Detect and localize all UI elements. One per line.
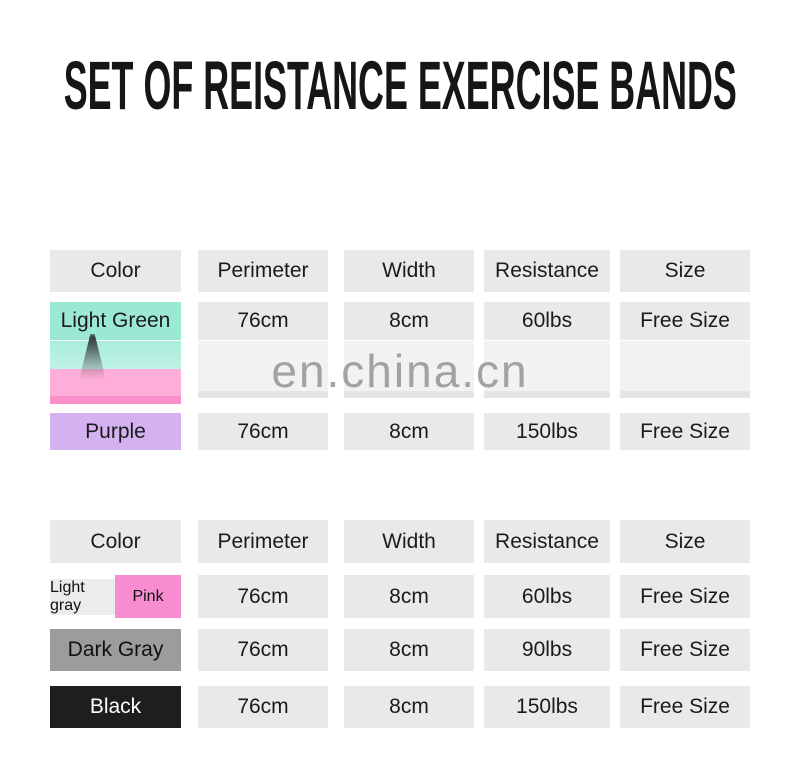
table2-header-resistance: Resistance bbox=[484, 520, 610, 563]
table1-light-green-resistance: 60lbs bbox=[484, 302, 610, 340]
table1-header-width: Width bbox=[344, 250, 474, 292]
swatch-pink-band bbox=[50, 369, 181, 396]
table2-black-resistance: 150lbs bbox=[484, 686, 610, 728]
swatch-obscured-pink bbox=[50, 341, 181, 404]
table1-purple-perimeter: 76cm bbox=[198, 413, 328, 450]
table1-light-green-size: Free Size bbox=[620, 302, 750, 340]
table1-purple-resistance: 150lbs bbox=[484, 413, 610, 450]
table1-row-obscured bbox=[0, 341, 800, 404]
table1-obscured-perimeter bbox=[198, 341, 328, 398]
table1-obscured-resistance bbox=[484, 341, 610, 398]
swatch-light-gray-label: Light gray bbox=[50, 579, 115, 615]
table2-row-dark-gray: Dark Gray 76cm 8cm 90lbs Free Size bbox=[0, 629, 800, 671]
table2-row-gray-pink: Light gray Pink 76cm 8cm 60lbs Free Size bbox=[0, 575, 800, 618]
table2-header-width: Width bbox=[344, 520, 474, 563]
swatch-dark-gray: Dark Gray bbox=[50, 629, 181, 671]
swatch-pink-label: Pink bbox=[115, 575, 181, 618]
table2-header-size: Size bbox=[620, 520, 750, 563]
table2-darkgray-size: Free Size bbox=[620, 629, 750, 671]
table2-darkgray-width: 8cm bbox=[344, 629, 474, 671]
table2-darkgray-perimeter: 76cm bbox=[198, 629, 328, 671]
swatch-black: Black bbox=[50, 686, 181, 728]
table2-header-perimeter: Perimeter bbox=[198, 520, 328, 563]
table2-row-black: Black 76cm 8cm 150lbs Free Size bbox=[0, 686, 800, 728]
table2-header-color: Color bbox=[50, 520, 181, 563]
table1-header-color: Color bbox=[50, 250, 181, 292]
table2-graypink-width: 8cm bbox=[344, 575, 474, 618]
table2-darkgray-resistance: 90lbs bbox=[484, 629, 610, 671]
table2-header-row: Color Perimeter Width Resistance Size bbox=[0, 520, 800, 563]
swatch-gray-pink: Light gray Pink bbox=[50, 575, 181, 618]
table2-graypink-size: Free Size bbox=[620, 575, 750, 618]
table1-row-purple: Purple 76cm 8cm 150lbs Free Size bbox=[0, 413, 800, 450]
table1-light-green-width: 8cm bbox=[344, 302, 474, 340]
table1-header-perimeter: Perimeter bbox=[198, 250, 328, 292]
site-watermark: en.china.cn bbox=[271, 345, 529, 397]
table1-row-light-green: Light Green 76cm 8cm 60lbs Free Size bbox=[0, 302, 800, 340]
table1-light-green-perimeter: 76cm bbox=[198, 302, 328, 340]
table1-header-resistance: Resistance bbox=[484, 250, 610, 292]
table1-obscured-size bbox=[620, 341, 750, 398]
table2-graypink-perimeter: 76cm bbox=[198, 575, 328, 618]
table1-obscured-width bbox=[344, 341, 474, 398]
swatch-pink-dark-strip bbox=[50, 396, 181, 404]
table2-black-width: 8cm bbox=[344, 686, 474, 728]
page-title: SET OF REISTANCE EXERCISE BANDS bbox=[0, 47, 800, 124]
swatch-light-green: Light Green bbox=[50, 302, 181, 340]
table2-graypink-resistance: 60lbs bbox=[484, 575, 610, 618]
table1-header-row: Color Perimeter Width Resistance Size bbox=[0, 250, 800, 292]
page-title-text: SET OF REISTANCE EXERCISE BANDS bbox=[63, 46, 737, 124]
swatch-mint-extension bbox=[50, 341, 181, 369]
table1-header-size: Size bbox=[620, 250, 750, 292]
table1-purple-width: 8cm bbox=[344, 413, 474, 450]
swatch-purple: Purple bbox=[50, 413, 181, 450]
table2-black-perimeter: 76cm bbox=[198, 686, 328, 728]
table1-purple-size: Free Size bbox=[620, 413, 750, 450]
table2-black-size: Free Size bbox=[620, 686, 750, 728]
